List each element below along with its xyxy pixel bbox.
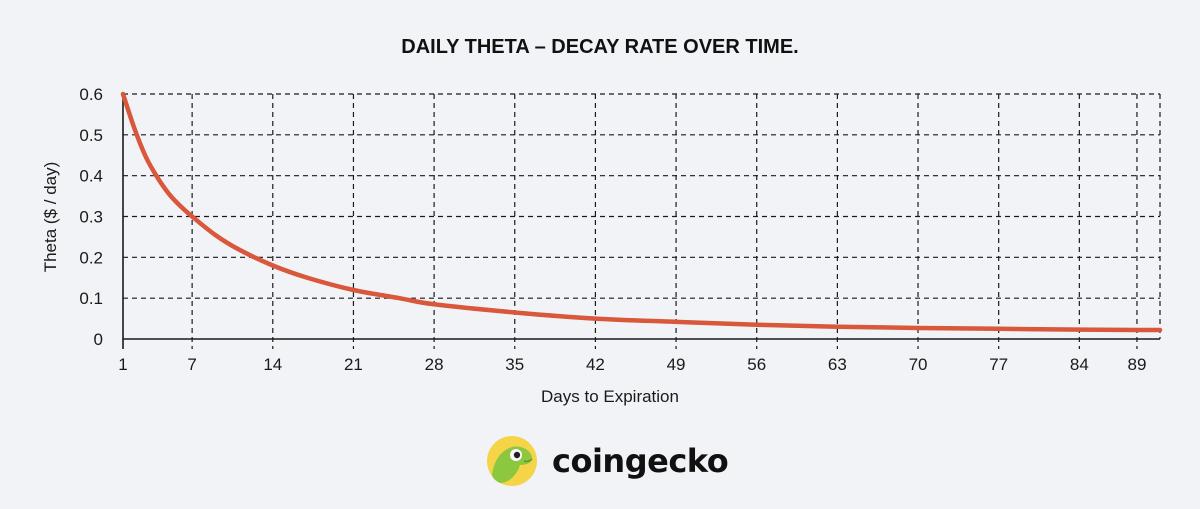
x-axis-label: Days to Expiration <box>541 387 679 406</box>
theta-series-line <box>120 91 1163 333</box>
x-tick-label: 56 <box>747 355 766 374</box>
y-tick-label: 0.5 <box>79 126 103 145</box>
series-layer <box>120 91 1163 333</box>
x-tick-label: 1 <box>118 355 127 374</box>
y-tick-label: 0.1 <box>79 289 103 308</box>
x-tick-label: 77 <box>989 355 1008 374</box>
x-tick-label: 35 <box>505 355 524 374</box>
gecko-logo-icon <box>487 436 537 486</box>
y-axis-label: Theta ($ / day) <box>41 162 60 273</box>
x-tick-label: 28 <box>425 355 444 374</box>
brand-name: coingecko <box>552 442 729 480</box>
x-tick-label: 70 <box>909 355 928 374</box>
x-tick-label: 21 <box>344 355 363 374</box>
y-tick-label: 0.2 <box>79 248 103 267</box>
y-tick-label: 0 <box>94 330 103 349</box>
x-tick-label: 7 <box>187 355 196 374</box>
x-tick-label: 84 <box>1070 355 1089 374</box>
y-tick-label: 0.3 <box>79 208 103 227</box>
y-tick-label: 0.4 <box>79 167 103 186</box>
chart-title: DAILY THETA – DECAY RATE OVER TIME. <box>401 36 799 58</box>
x-tick-label: 63 <box>828 355 847 374</box>
x-tick-label: 14 <box>263 355 282 374</box>
y-tick-label: 0.6 <box>79 85 103 104</box>
x-tick-label: 49 <box>667 355 686 374</box>
x-tick-label: 42 <box>586 355 605 374</box>
x-tick-label: 89 <box>1127 355 1146 374</box>
tick-labels: 0 0.1 0.2 0.3 0.4 0.5 0.6 1 7 14 21 28 35 42 49 56 63 70 7… <box>79 85 1146 374</box>
coingecko-logo: coingecko <box>486 434 729 488</box>
grid-lines <box>122 93 1161 349</box>
